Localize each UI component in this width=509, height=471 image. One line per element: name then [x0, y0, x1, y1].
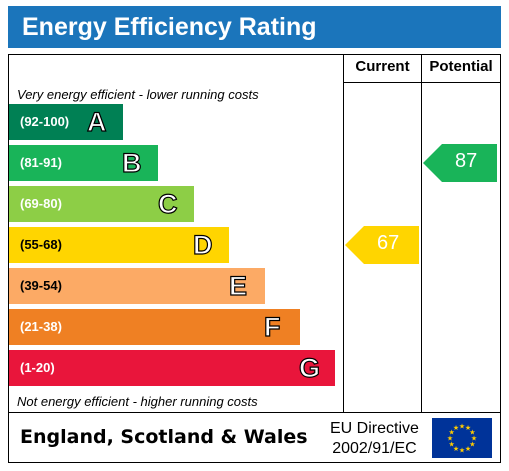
eu-directive-line2: 2002/91/EC — [332, 440, 417, 457]
band-range-label: (39-54) — [20, 278, 62, 293]
eu-star-icon: ★ — [465, 445, 471, 453]
band-letter: C — [157, 188, 178, 219]
current-arrow-shape — [345, 226, 419, 264]
band-range-label: (1-20) — [20, 360, 55, 375]
eu-flag-icon: ★ ★★★★★★★★★★★ — [432, 418, 492, 458]
eu-star-icon: ★ — [459, 423, 465, 431]
eu-star-icon: ★ — [471, 435, 477, 443]
band-d: (55-68) D — [9, 227, 229, 263]
band-letter: E — [228, 270, 248, 301]
current-column-header: Current — [355, 58, 410, 75]
eu-directive: EU Directive 2002/91/EC — [330, 419, 419, 459]
eu-star-icon: ★ — [453, 445, 459, 453]
band-e: (39-54) E — [9, 268, 265, 304]
footer-country: England, Scotland & Wales — [20, 426, 308, 448]
eu-star-icon: ★ — [469, 429, 475, 437]
eu-star-icon: ★ — [448, 429, 454, 437]
band-a: (92-100) A — [9, 104, 123, 140]
header-divider — [343, 82, 500, 83]
band-range-label: (55-68) — [20, 237, 62, 252]
eu-star-icon: ★ — [465, 424, 471, 432]
chart-title: Energy Efficiency Rating — [22, 13, 317, 41]
band-letter: A — [86, 106, 107, 137]
current-column-divider — [343, 54, 344, 413]
potential-arrow-shape — [423, 144, 497, 182]
eu-directive-line1: EU Directive — [330, 420, 419, 437]
band-letter: D — [192, 229, 213, 260]
eu-star-icon: ★ — [453, 424, 459, 432]
band-range-label: (92-100) — [20, 114, 70, 129]
bottom-note: Not energy efficient - higher running co… — [17, 394, 258, 409]
potential-column-header: Potential — [429, 58, 493, 75]
potential-column-divider — [421, 54, 422, 413]
potential-rating-value: 87 — [455, 150, 478, 172]
title-bar: Energy Efficiency Rating — [8, 6, 501, 48]
band-range-label: (81-91) — [20, 155, 62, 170]
eu-star-icon: ★ — [459, 447, 465, 455]
eu-star-icon: ★ — [469, 441, 475, 449]
band-letter: F — [263, 311, 281, 342]
eu-star-icon: ★ — [448, 441, 454, 449]
band-letter: G — [298, 352, 321, 383]
top-note: Very energy efficient - lower running co… — [17, 87, 259, 102]
footer-divider — [8, 412, 501, 413]
footer-frame — [8, 412, 501, 463]
band-f: (21-38) F — [9, 309, 300, 345]
current-rating-value: 67 — [377, 232, 400, 254]
band-b: (81-91) B — [9, 145, 158, 181]
eu-star-icon: ★ — [447, 435, 453, 443]
current-rating-arrow: 67 — [345, 226, 419, 264]
band-letter: B — [121, 147, 142, 178]
band-g: (1-20) G — [9, 350, 335, 386]
band-c: (69-80) C — [9, 186, 194, 222]
band-range-label: (69-80) — [20, 196, 62, 211]
potential-rating-arrow: 87 — [423, 144, 497, 182]
band-range-label: (21-38) — [20, 319, 62, 334]
